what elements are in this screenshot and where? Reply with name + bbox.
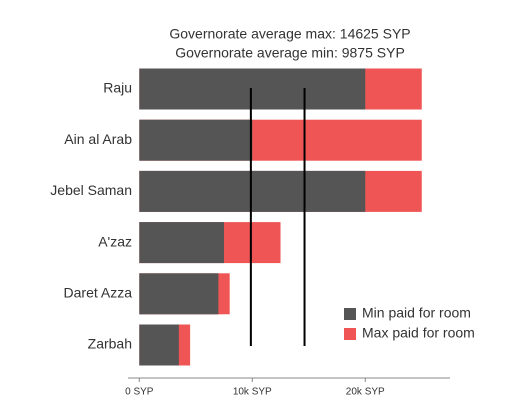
- annotation: Governorate average max: 14625 SYP: [169, 26, 410, 42]
- legend-label: Min paid for room: [362, 305, 471, 321]
- bar: [139, 222, 225, 264]
- annotation: Governorate average min: 9875 SYP: [175, 45, 405, 61]
- x-tick-label: 20k SYP: [346, 387, 385, 398]
- category-label: Zarbah: [88, 336, 132, 352]
- category-label: A'zaz: [98, 233, 132, 249]
- x-tick-label: 0 SYP: [125, 387, 154, 398]
- bar: [139, 68, 366, 110]
- legend-label: Max paid for room: [362, 325, 475, 341]
- category-label: Raju: [103, 80, 132, 96]
- bar: [139, 273, 219, 315]
- bar: [139, 324, 179, 366]
- x-tick-label: 10k SYP: [233, 387, 272, 398]
- legend-swatch: [344, 328, 356, 340]
- category-label: Jebel Saman: [50, 182, 132, 198]
- category-label: Ain al Arab: [64, 131, 132, 147]
- legend-swatch: [344, 308, 356, 320]
- bar: [139, 119, 253, 161]
- bar: [139, 170, 366, 212]
- category-label: Daret Azza: [64, 285, 133, 301]
